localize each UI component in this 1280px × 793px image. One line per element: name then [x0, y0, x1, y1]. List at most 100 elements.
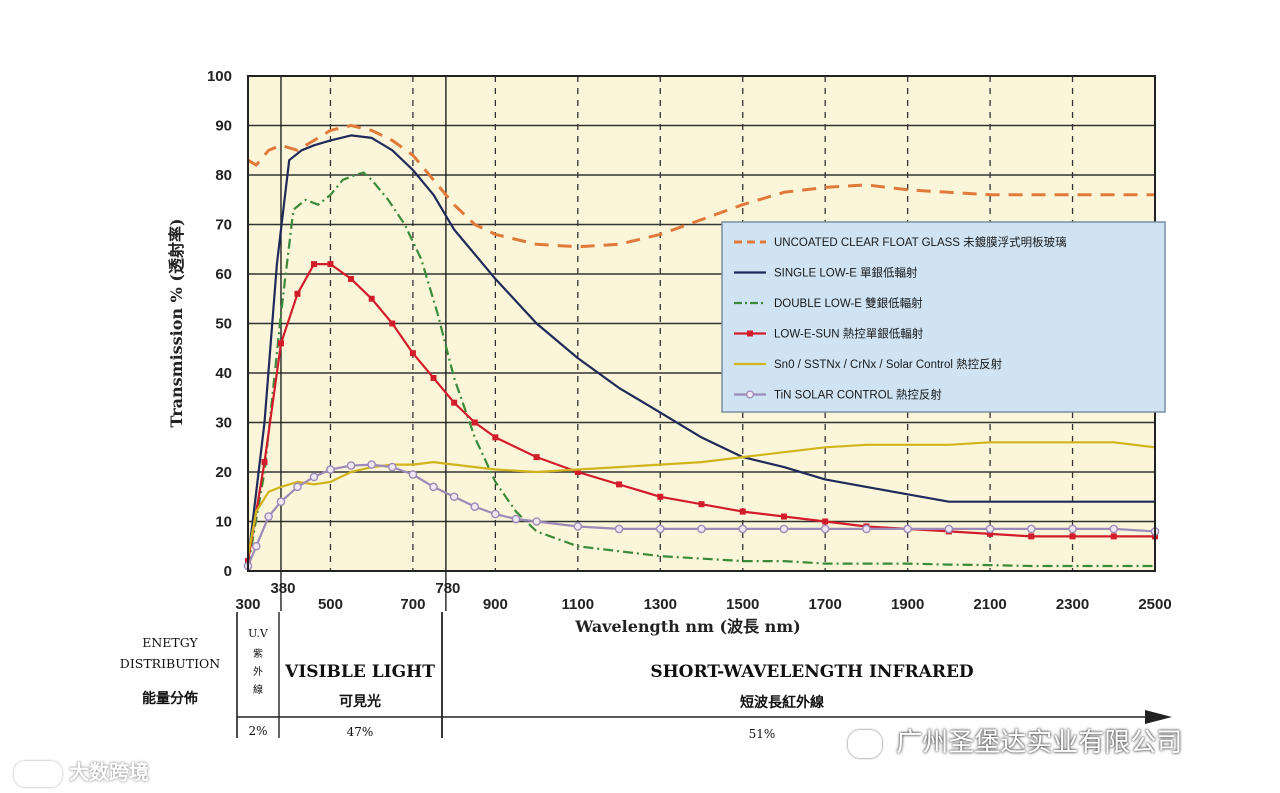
series-point-5	[655, 524, 665, 534]
infrared-label: SHORT-WAVELENGTH INFRARED	[650, 662, 974, 682]
legend-label-3: LOW-E-SUN 熱控單銀低輻射	[774, 327, 924, 341]
series-line-0	[247, 124, 1155, 249]
series-point-3	[780, 513, 787, 520]
y-tick-label: 60	[215, 266, 232, 283]
x-axis-title: Wavelength nm (波長 nm)	[574, 617, 801, 636]
y-tick-label: 30	[215, 415, 232, 432]
series-point-5	[738, 524, 748, 534]
legend-marker-3	[747, 330, 753, 337]
series-point-5	[532, 517, 541, 526]
series-point-5	[1109, 524, 1119, 534]
series-point-5	[1068, 524, 1077, 534]
y-tick-label: 80	[215, 167, 232, 184]
series-point-5	[779, 524, 789, 534]
series-point-5	[264, 512, 273, 521]
series-point-3	[451, 399, 458, 406]
x-tick-label: 2500	[1138, 596, 1171, 613]
x-tick-label: 500	[318, 596, 343, 613]
series-point-5	[511, 514, 521, 524]
visible-light-label: VISIBLE LIGHT	[284, 662, 435, 682]
series-point-5	[276, 497, 286, 507]
series-point-3	[471, 419, 478, 426]
x-tick-label: 700	[400, 596, 425, 613]
series-point-3	[492, 434, 499, 441]
legend-marker-5	[745, 390, 755, 399]
y-tick-label: 0	[224, 563, 232, 580]
series-point-3	[739, 508, 746, 515]
series-point-5	[573, 522, 583, 531]
visible-light-zh: 可見光	[339, 693, 381, 710]
series-point-5	[903, 524, 912, 534]
watermark-left-text: 大数跨境	[68, 760, 149, 784]
watermark-right: 广州圣堡达实业有限公司	[848, 722, 1182, 759]
series-point-3	[698, 501, 705, 508]
x-tick-label: 1500	[726, 596, 759, 613]
x-tick-label: 2100	[973, 596, 1006, 613]
series-point-3	[616, 481, 623, 488]
series-point-3	[1069, 533, 1076, 540]
series-point-5	[429, 482, 438, 492]
series-point-3	[409, 350, 416, 357]
legend-label-0: UNCOATED CLEAR FLOAT GLASS 未鍍膜浮式明板玻璃	[774, 235, 1067, 249]
x-tick-label: 900	[483, 596, 508, 613]
y-tick-label: 70	[215, 217, 232, 234]
series-point-5	[985, 524, 995, 534]
series-point-3	[310, 261, 317, 268]
series-point-3	[822, 518, 829, 525]
y-tick-label: 100	[207, 68, 232, 85]
y-tick-label: 50	[215, 316, 232, 333]
series-line-2	[246, 171, 1155, 568]
x-tick-label: 1100	[562, 596, 595, 613]
energy-label-en-1: ENETGY	[142, 635, 198, 650]
series-point-5	[697, 524, 706, 534]
series-point-3	[1110, 533, 1117, 540]
series-point-5	[346, 461, 356, 470]
series-point-3	[574, 469, 581, 475]
watermark-right-text: 广州圣堡达实业有限公司	[896, 728, 1183, 758]
uv-label-zh-2: 外	[253, 666, 263, 678]
energy-label-en-2: DISTRIBUTION	[120, 656, 220, 671]
x-tick-label: 1700	[808, 596, 841, 613]
watermark-left: 大数跨境	[14, 756, 149, 787]
x-tick-label: 1900	[891, 596, 924, 613]
visible-light-percent: 47%	[347, 725, 374, 739]
series-point-5	[820, 524, 830, 534]
energy-label-zh: 能量分佈	[142, 690, 198, 707]
legend-label-5: TiN SOLAR CONTROL 熱控反射	[774, 388, 942, 402]
series-point-5	[614, 524, 624, 534]
x-tick-label: 300	[235, 596, 260, 613]
y-tick-label: 20	[215, 464, 232, 481]
x-tick-label-extra: 380	[270, 580, 295, 597]
uv-label-zh-3: 線	[253, 683, 263, 696]
series-point-5	[1027, 524, 1036, 534]
series-point-5	[449, 492, 459, 502]
series-point-5	[944, 524, 954, 534]
legend-box	[721, 221, 1166, 413]
energy-arrow-head	[1145, 710, 1172, 724]
legend-label-4: Sn0 / SSTNx / CrNx / Solar Control 熱控反射	[774, 357, 1003, 371]
series-point-5	[862, 524, 871, 534]
uv-percent: 2%	[248, 724, 267, 738]
series-point-5	[251, 541, 261, 551]
wechat-icon	[848, 729, 882, 758]
series-point-5	[367, 460, 376, 469]
legend-label-2: DOUBLE LOW-E 雙銀低輻射	[774, 296, 923, 310]
series-line-4	[246, 441, 1156, 557]
series-point-5	[491, 509, 500, 519]
series-point-3	[368, 295, 375, 302]
legend-label-1: SINGLE LOW-E 單銀低輻射	[774, 266, 918, 280]
series-point-3	[1028, 533, 1035, 540]
infrared-percent: 51%	[749, 727, 776, 741]
series-point-5	[293, 482, 302, 492]
y-axis-title: Transmission % (透射率)	[167, 218, 186, 427]
series-point-3	[533, 454, 540, 461]
series-point-3	[987, 530, 994, 537]
series-point-3	[277, 340, 284, 347]
series-point-3	[348, 275, 355, 282]
x-tick-label-extra: 780	[435, 580, 460, 597]
y-tick-label: 90	[215, 118, 232, 135]
series-point-3	[657, 493, 664, 500]
series-point-3	[327, 261, 334, 268]
series-point-5	[326, 465, 335, 474]
